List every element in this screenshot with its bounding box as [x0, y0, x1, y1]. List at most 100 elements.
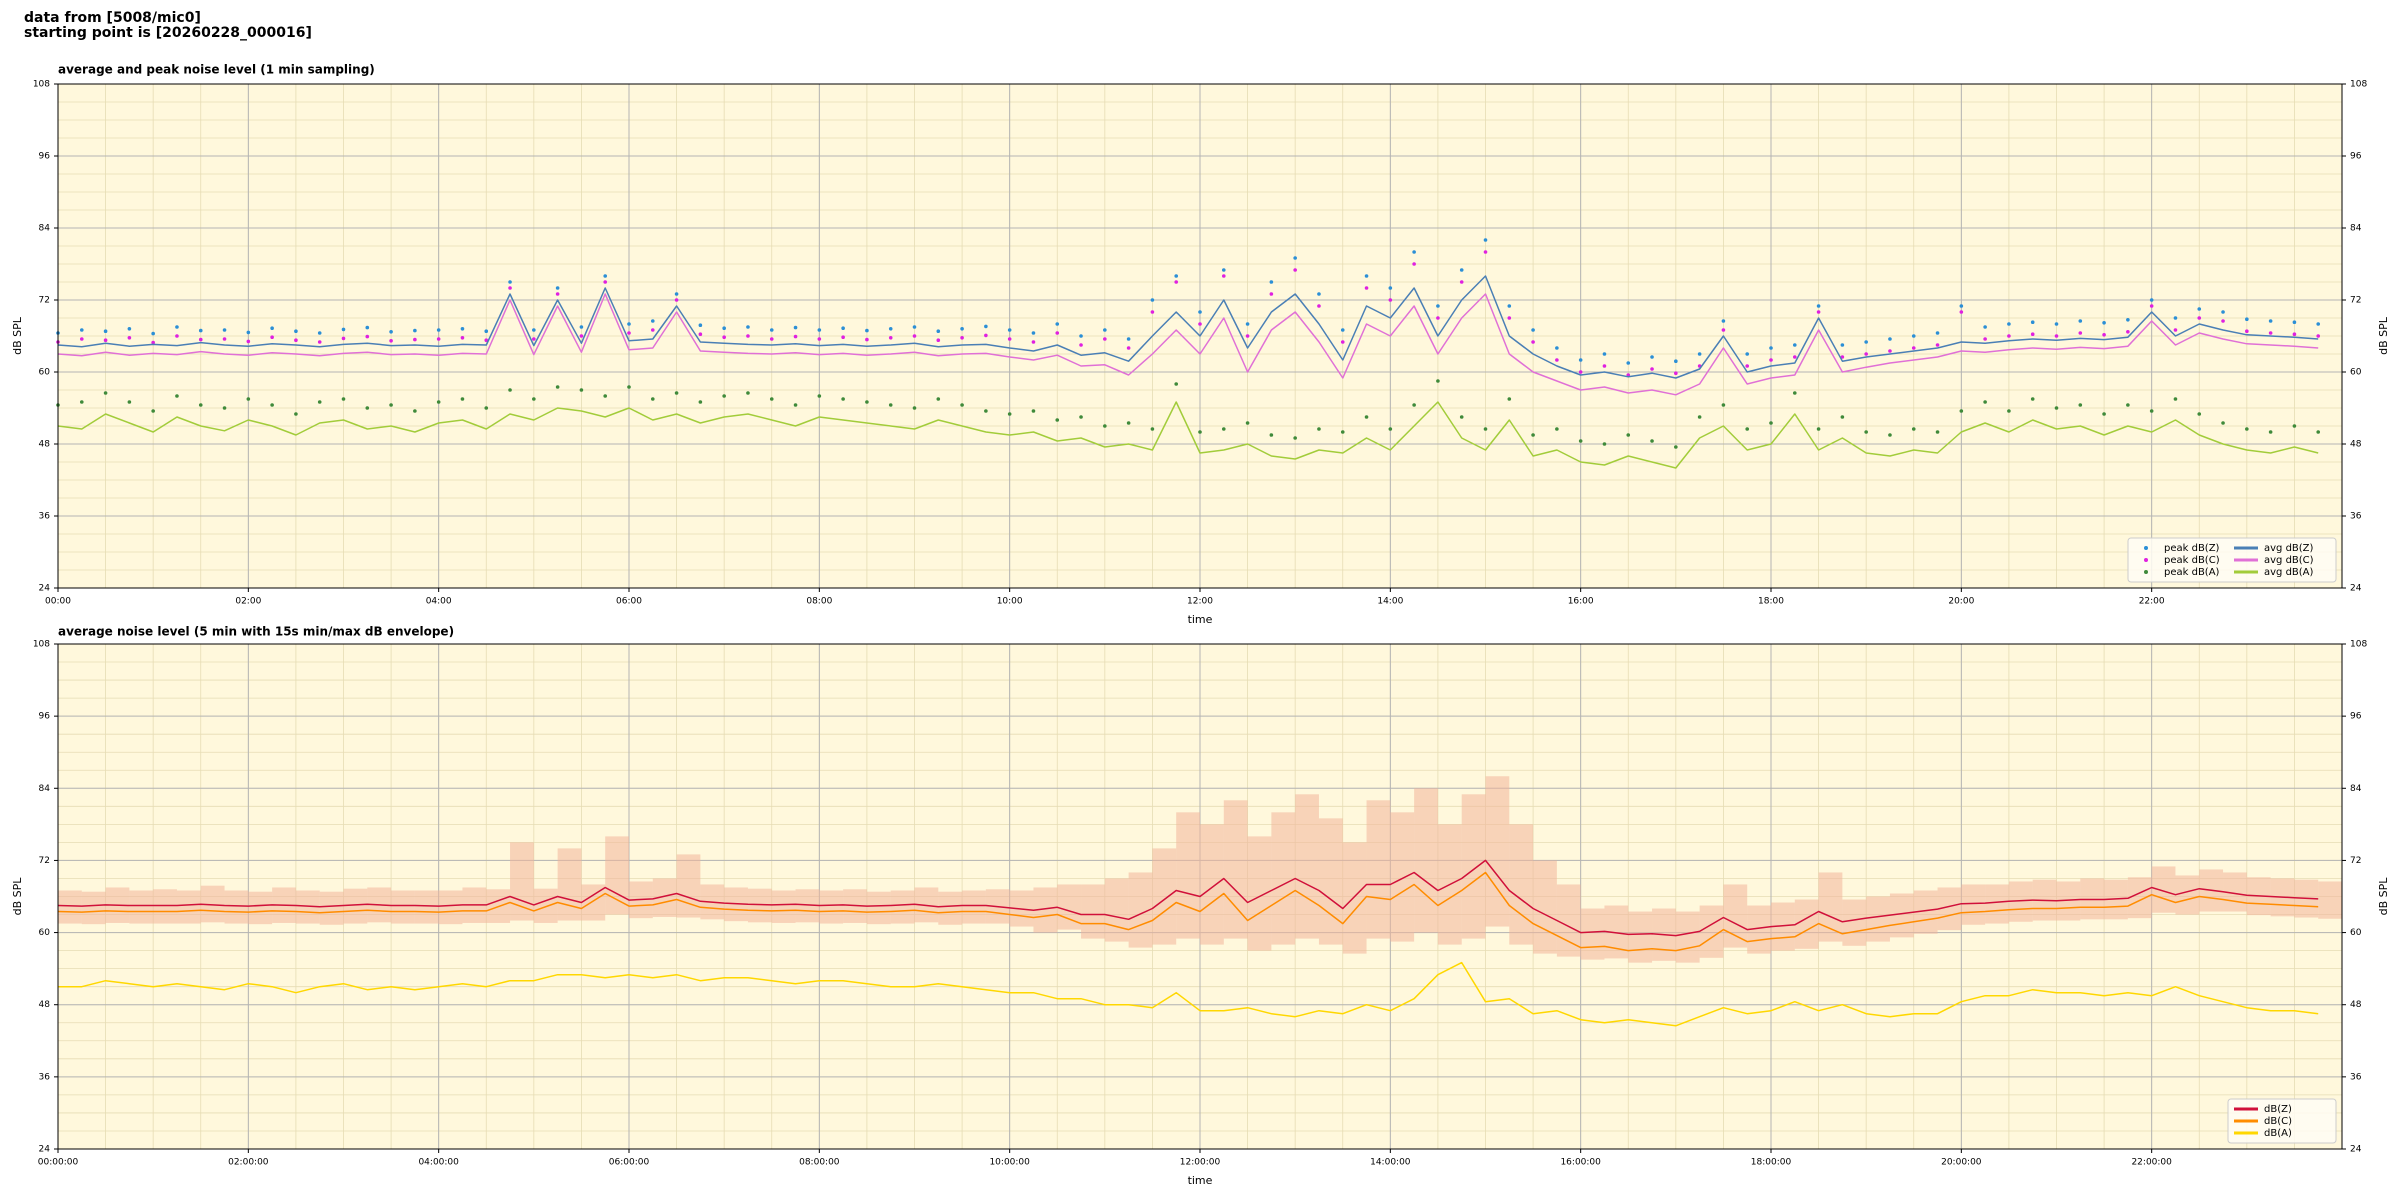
envelope-band — [1176, 812, 1200, 939]
peak-point — [2292, 320, 2297, 325]
peak-point — [865, 337, 869, 342]
envelope-band — [1723, 884, 1748, 948]
envelope-band — [1675, 911, 1700, 963]
peak-point — [1293, 256, 1297, 260]
peak-point — [984, 324, 988, 329]
envelope-band — [1104, 878, 1129, 942]
y-tick-label: 72 — [39, 856, 50, 866]
peak-point — [1055, 331, 1060, 335]
x-tick-label: 10:00:00 — [989, 1158, 1030, 1168]
peak-point — [650, 397, 655, 401]
peak-point — [1840, 355, 1845, 359]
y-axis-label: dB SPL — [2377, 877, 2390, 916]
peak-point — [2173, 397, 2178, 401]
peak-point — [413, 328, 417, 333]
peak-point — [1745, 427, 1750, 431]
legend-label: peak dB(C) — [2164, 555, 2220, 566]
peak-point — [1412, 250, 1416, 254]
x-tick-label: 12:00 — [1187, 597, 1213, 607]
peak-point — [722, 335, 726, 340]
peak-point — [1126, 346, 1131, 350]
peak-point — [984, 333, 988, 338]
peak-point — [1697, 352, 1702, 356]
peak-point — [1221, 274, 1226, 278]
peak-point — [365, 406, 370, 410]
peak-point — [1079, 334, 1083, 338]
peak-point — [341, 327, 346, 332]
y-tick-label: 84 — [2350, 224, 2362, 234]
peak-point — [270, 335, 274, 340]
y-tick-label: 24 — [39, 1145, 51, 1155]
x-tick-label: 06:00 — [616, 597, 642, 607]
envelope-band — [1985, 884, 2009, 924]
envelope-band — [938, 891, 963, 925]
peak-point — [460, 336, 465, 340]
peak-point — [389, 330, 393, 334]
peak-point — [1459, 268, 1464, 272]
peak-point — [2054, 334, 2059, 338]
y-tick-label: 108 — [33, 80, 50, 90]
peak-point — [2173, 328, 2178, 332]
peak-point — [1555, 346, 1559, 350]
peak-point — [484, 406, 489, 410]
peak-point — [1031, 331, 1036, 335]
peak-point — [2078, 403, 2083, 407]
peak-point — [1840, 415, 1845, 419]
peak-point — [294, 338, 298, 343]
peak-point — [1412, 262, 1416, 266]
peak-point — [1983, 325, 1987, 329]
peak-point — [1055, 418, 1060, 422]
peak-point — [793, 325, 798, 330]
peak-point — [389, 403, 393, 407]
envelope-band — [747, 888, 772, 923]
peak-point — [1317, 304, 1321, 308]
envelope-band — [1200, 824, 1224, 945]
peak-point — [1436, 304, 1440, 308]
peak-point — [2149, 409, 2154, 413]
peak-point — [2221, 310, 2225, 314]
peak-point — [1483, 250, 1488, 254]
peak-point — [460, 397, 465, 401]
peak-point — [1483, 427, 1488, 431]
peak-point — [1507, 304, 1512, 308]
envelope-band — [153, 889, 177, 924]
x-tick-label: 08:00 — [806, 597, 832, 607]
peak-point — [103, 329, 108, 334]
envelope-band — [962, 890, 986, 924]
peak-point — [817, 337, 822, 341]
peak-point — [1531, 433, 1535, 437]
peak-point — [2007, 334, 2011, 338]
x-tick-label: 20:00:00 — [1941, 1158, 1982, 1168]
peak-point — [2268, 430, 2273, 434]
peak-point — [984, 409, 988, 413]
peak-point — [1935, 331, 1940, 335]
peak-point — [1769, 421, 1773, 425]
envelope-band — [605, 836, 629, 915]
peak-point — [1721, 403, 1726, 407]
envelope-band — [1842, 899, 1867, 946]
peak-point — [936, 329, 941, 334]
envelope-band — [1152, 848, 1177, 945]
y-tick-label: 36 — [39, 1072, 51, 1082]
peak-point — [1888, 349, 1892, 353]
peak-point — [2197, 307, 2202, 311]
peak-point — [317, 340, 322, 344]
peak-point — [722, 326, 726, 331]
x-tick-label: 16:00:00 — [1560, 1158, 1601, 1168]
peak-point — [413, 409, 417, 413]
peak-point — [2149, 298, 2154, 302]
peak-point — [936, 338, 941, 343]
envelope-band — [1699, 905, 1724, 958]
peak-point — [151, 340, 155, 345]
x-tick-label: 22:00 — [2139, 597, 2165, 607]
peak-point — [532, 328, 536, 332]
peak-point — [936, 397, 941, 401]
peak-point — [1555, 427, 1559, 431]
peak-point — [603, 394, 608, 398]
envelope-band — [533, 888, 558, 923]
y-tick-label: 60 — [2350, 368, 2362, 378]
peak-point — [841, 335, 845, 340]
peak-point — [1198, 322, 1202, 326]
peak-point — [2292, 424, 2297, 428]
peak-point — [2102, 333, 2106, 337]
